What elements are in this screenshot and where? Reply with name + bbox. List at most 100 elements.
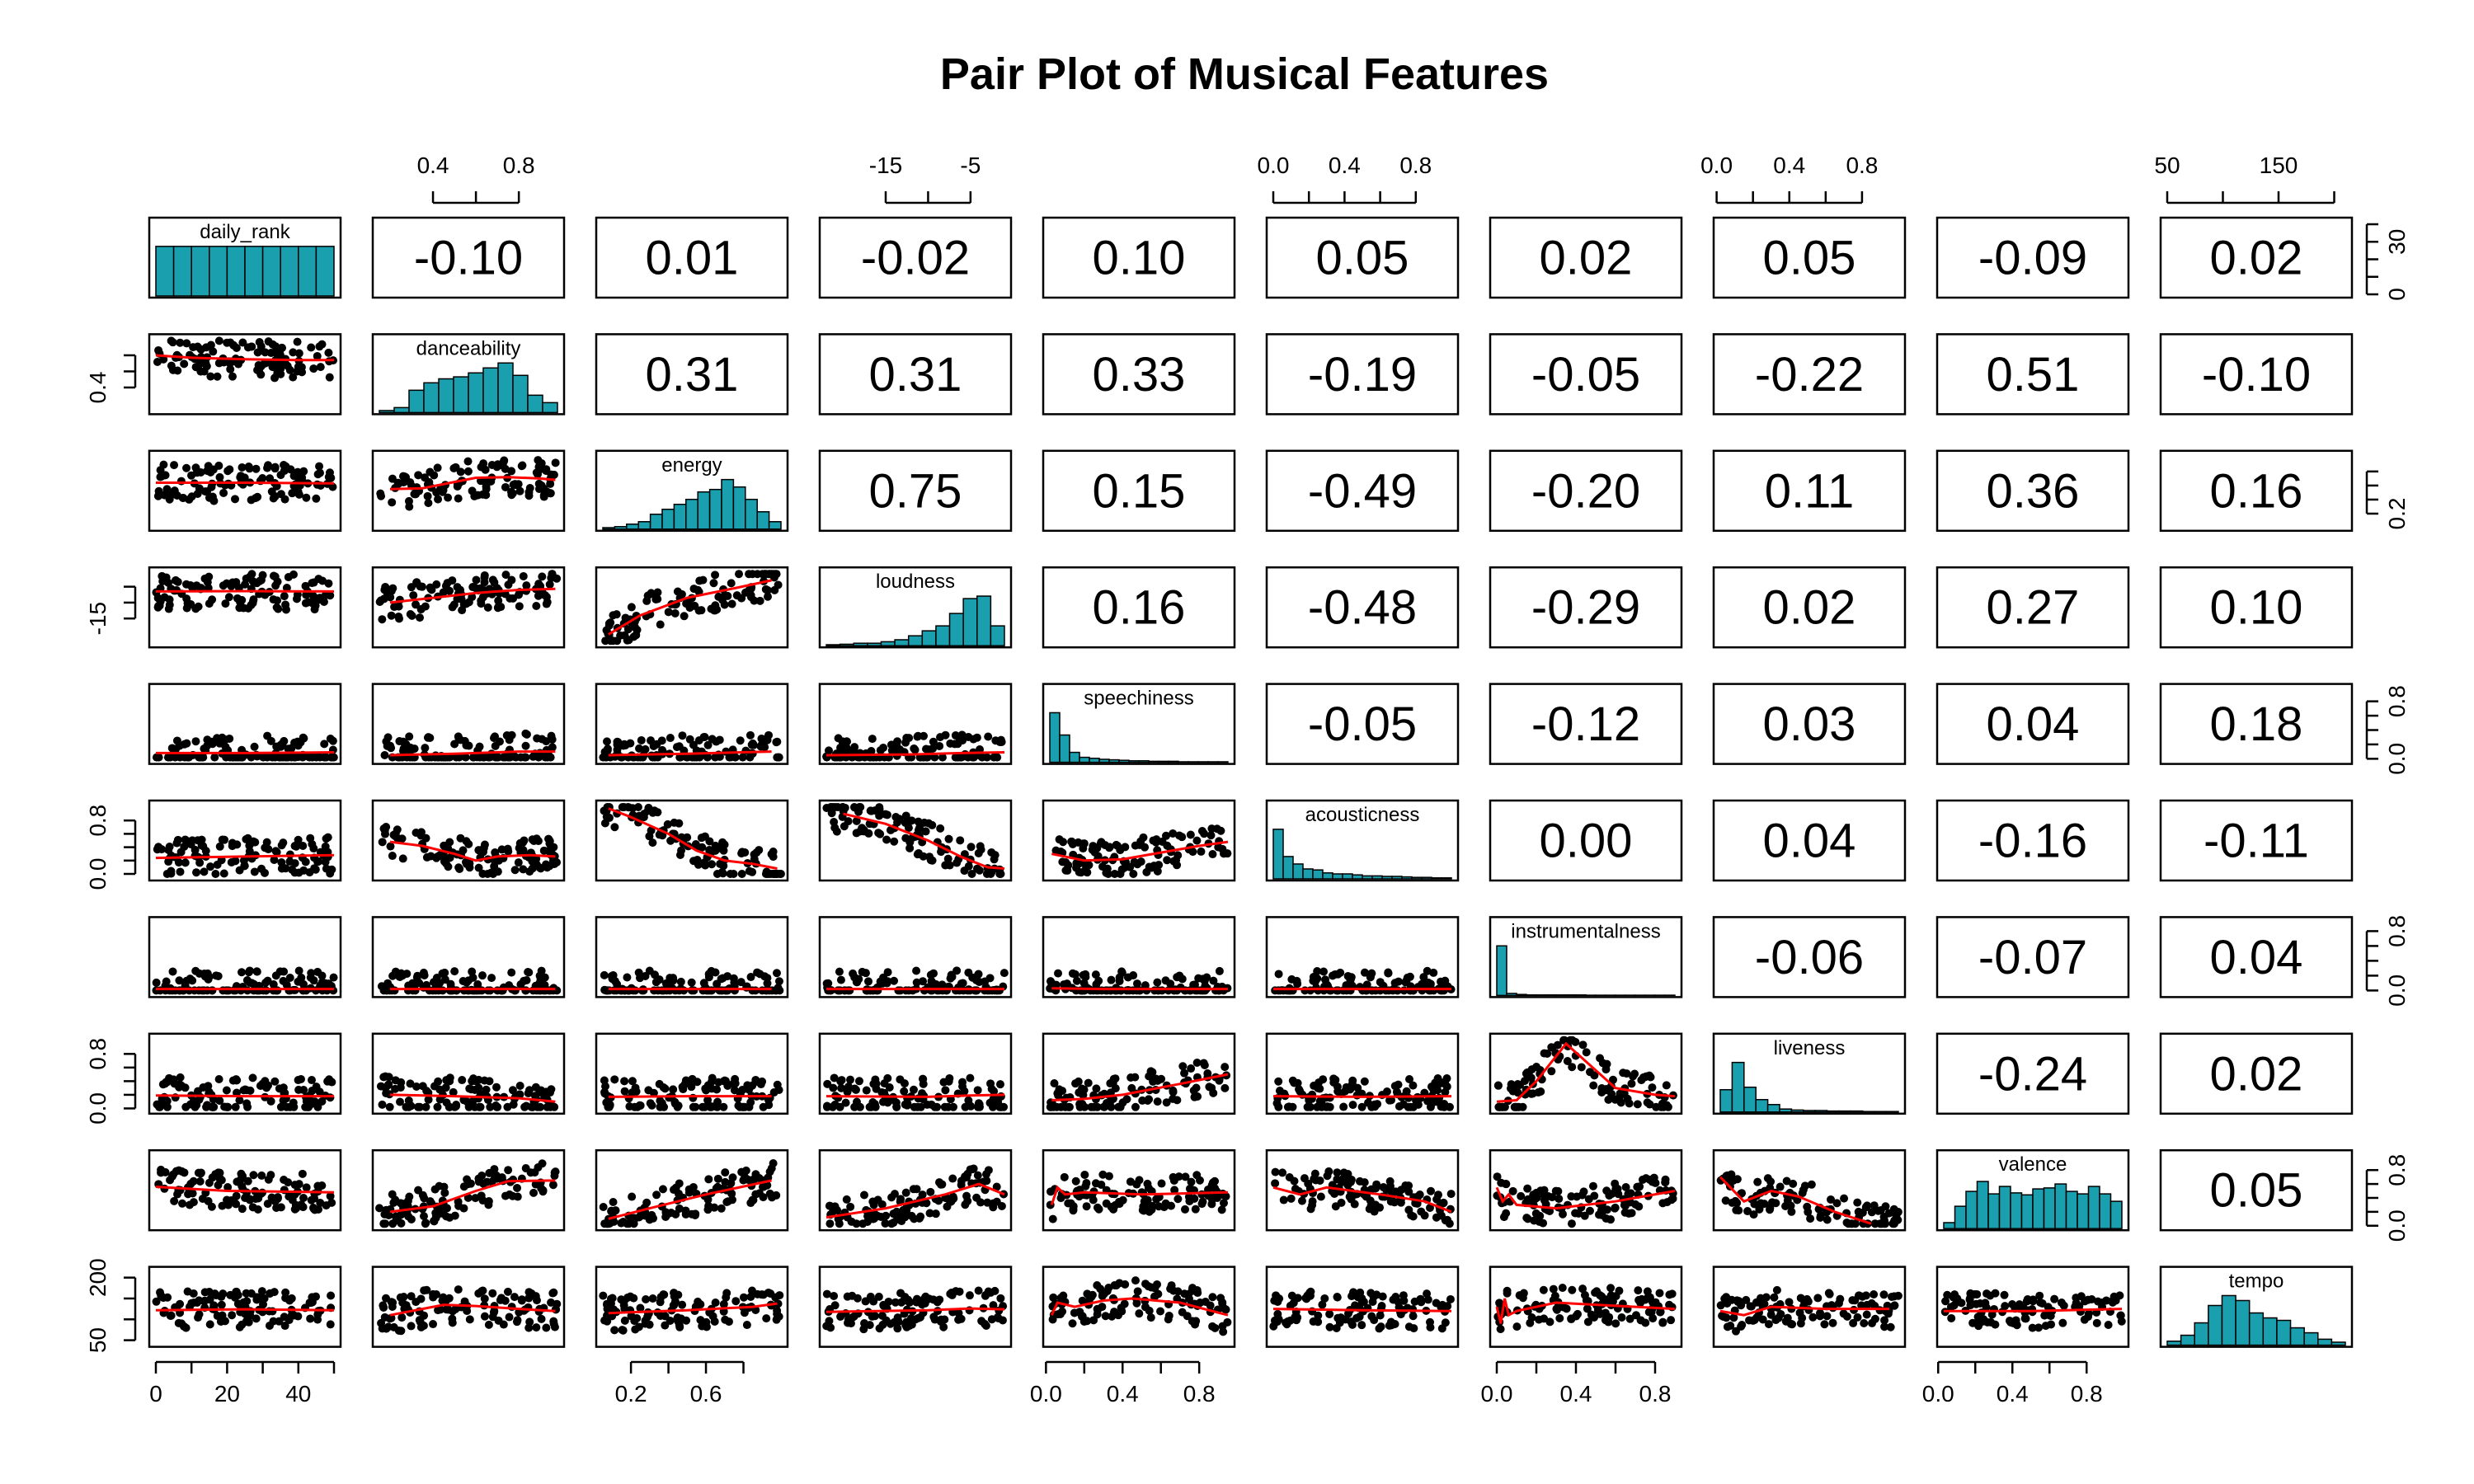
panel-frame-9-1 [371, 1266, 566, 1348]
correlation-energy-loudness: 0.75 [869, 464, 962, 518]
scatter-point [299, 841, 308, 850]
histogram-bar-valence-0 [1943, 1222, 1956, 1229]
scatter-point [1522, 1214, 1531, 1223]
scatter-point [938, 753, 947, 762]
histogram-bar-valence-8 [2032, 1188, 2045, 1229]
panel-frame-1-0 [148, 333, 342, 416]
scatter-point [181, 858, 190, 867]
scatter-point [469, 753, 478, 762]
scatter-point [508, 1086, 517, 1095]
scatter-point [1155, 861, 1164, 870]
scatter-point [1511, 1102, 1520, 1111]
panel-frame-8-6 [1489, 1148, 1683, 1232]
scatter-point [918, 1089, 927, 1098]
scatter-point [736, 736, 745, 745]
scatter-point [522, 581, 531, 590]
scatter-point [835, 967, 844, 976]
scatter-point [656, 620, 665, 629]
scatter-point [822, 1101, 831, 1111]
scatter-point [389, 1198, 398, 1207]
scatter-point [227, 857, 236, 866]
scatter-point [242, 574, 251, 583]
scatter-point [1290, 1176, 1299, 1186]
scatter-valence-instrumentalness [1493, 1172, 1677, 1228]
scatter-point [235, 753, 244, 762]
scatter-point [713, 1085, 722, 1094]
scatter-point [1832, 1199, 1841, 1208]
scatter-point [1404, 1187, 1413, 1196]
scatter-point [603, 744, 612, 754]
panel-frame-6-6 [1489, 916, 1683, 998]
scatter-point [1517, 1191, 1526, 1200]
scatter-point [849, 969, 858, 978]
scatter-point [317, 1097, 327, 1106]
scatter-point [412, 490, 421, 499]
scatter-point [1423, 978, 1432, 987]
panel-frame-9-5 [1265, 1266, 1460, 1348]
scatter-point [708, 1312, 717, 1321]
scatter-point [628, 1077, 637, 1086]
scatter-point [717, 1204, 726, 1213]
scatter-point [1063, 866, 1072, 875]
scatter-point [1386, 1197, 1395, 1206]
scatter-point [759, 1193, 768, 1202]
scatter-point [223, 467, 233, 476]
correlation-danceability-liveness: -0.22 [1755, 348, 1864, 402]
scatter-point [491, 753, 500, 762]
scatter-point [1187, 1177, 1196, 1186]
scatter-point [180, 359, 189, 369]
scatter-point [487, 1168, 496, 1177]
panel-frame-5-8 [1935, 799, 2130, 882]
trend-line-valence-liveness [1719, 1176, 1872, 1225]
scatter-point [837, 1083, 846, 1092]
correlation-danceability-instrumentalness: -0.05 [1531, 348, 1640, 402]
scatter-point [1522, 1069, 1531, 1078]
scatter-point [267, 1193, 276, 1202]
scatter-point [1405, 1075, 1414, 1084]
scatter-point [389, 830, 398, 839]
scatter-point [528, 1102, 537, 1111]
histogram-bar-daily_rank-9 [315, 246, 335, 297]
scatter-point [1101, 1312, 1110, 1321]
scatter-point [545, 837, 554, 846]
scatter-point [844, 986, 853, 995]
scatter-point [840, 822, 849, 831]
scatter-point [824, 986, 833, 995]
scatter-point [412, 973, 421, 982]
scatter-point [1358, 986, 1367, 995]
scatter-point [492, 1101, 501, 1111]
scatter-point [388, 1190, 397, 1199]
scatter-point [1161, 976, 1170, 985]
scatter-point [285, 365, 294, 374]
scatter-point [753, 968, 762, 977]
scatter-point [1208, 1322, 1217, 1331]
histogram-bar-acousticness-6 [1332, 873, 1343, 880]
panel-frame-0-3 [818, 216, 1013, 299]
scatter-point [439, 588, 448, 597]
scatter-point [864, 829, 873, 838]
panel-frame-6-7 [1712, 916, 1907, 998]
scatter-point [961, 1172, 970, 1181]
scatter-point [1208, 1293, 1217, 1302]
scatter-point [1143, 1195, 1152, 1205]
scatter-point [994, 1313, 1003, 1322]
scatter-point [294, 490, 303, 499]
correlation-speechiness-liveness: 0.03 [1763, 697, 1856, 751]
scatter-point [1360, 1178, 1369, 1187]
scatter-point [289, 1102, 299, 1111]
scatter-speechiness-danceability [380, 729, 557, 762]
scatter-point [243, 986, 252, 995]
scatter-point [882, 1211, 891, 1220]
scatter-point [281, 864, 290, 873]
scatter-point [878, 1320, 887, 1329]
scatter-point [261, 986, 270, 995]
scatter-point [196, 345, 205, 354]
scatter-point [1314, 1311, 1323, 1320]
scatter-point [1890, 1216, 1899, 1225]
scatter-point [284, 744, 293, 754]
scatter-point [412, 600, 421, 609]
scatter-point [774, 580, 783, 589]
trend-line-acousticness-energy [608, 807, 778, 870]
scatter-point [1609, 1075, 1618, 1084]
scatter-point [1310, 977, 1319, 986]
